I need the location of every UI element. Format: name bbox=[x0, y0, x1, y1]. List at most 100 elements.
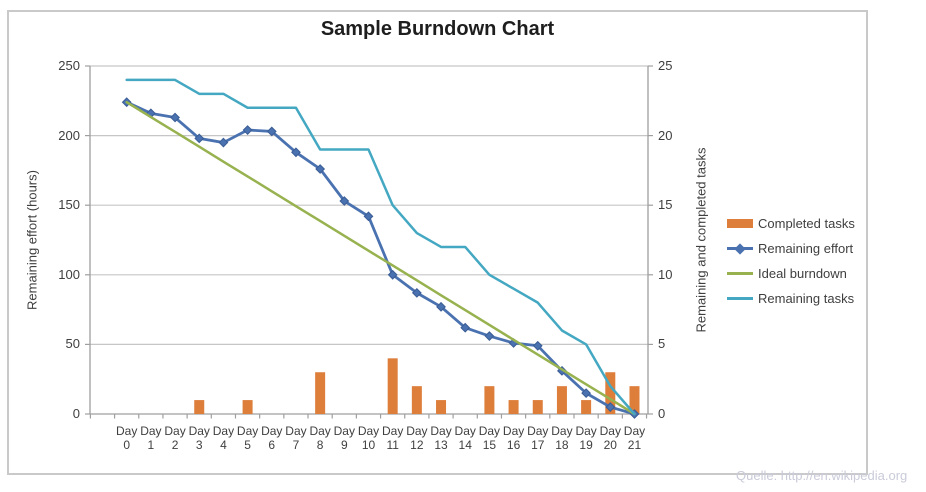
x-category-label: Day 16 bbox=[503, 424, 524, 452]
x-category-label: Day 2 bbox=[164, 424, 185, 452]
y-left-tick-label: 250 bbox=[58, 58, 80, 73]
x-category-label-line: Day bbox=[309, 424, 331, 438]
x-category-label-line: Day bbox=[454, 424, 476, 438]
x-category-label-line: 16 bbox=[506, 438, 521, 452]
legend-line-swatch-icon bbox=[727, 242, 753, 255]
x-category-label-line: Day bbox=[140, 424, 162, 438]
y-left-tick-label: 100 bbox=[58, 266, 80, 282]
x-category-label-line: 9 bbox=[340, 438, 348, 452]
x-category-label-line: 15 bbox=[482, 438, 497, 452]
legend-line-swatch-icon bbox=[727, 267, 753, 280]
x-category-label: Day 18 bbox=[551, 424, 572, 452]
x-category-label: Day 15 bbox=[479, 424, 500, 452]
legend-line-swatch-icon bbox=[727, 292, 753, 305]
x-category-label-line: Day bbox=[502, 424, 525, 438]
x-category-label-line: 7 bbox=[292, 438, 300, 452]
marker-diamond bbox=[218, 137, 229, 148]
x-category-label: Day 4 bbox=[213, 424, 234, 452]
marker-diamond bbox=[387, 269, 398, 280]
legend-line-icon bbox=[727, 297, 753, 300]
legend-label-remaining-effort: Remaining effort bbox=[758, 241, 854, 256]
x-category-label: Day 9 bbox=[334, 424, 355, 452]
bar-completed-tasks bbox=[194, 400, 205, 414]
y-right-tick-label: 25 bbox=[658, 58, 673, 73]
x-category-label: Day 10 bbox=[358, 424, 379, 452]
marker-diamond bbox=[266, 126, 277, 137]
bar-completed-tasks bbox=[581, 400, 592, 414]
legend-item-completed-tasks: Completed tasks bbox=[727, 211, 855, 236]
bar-completed-tasks bbox=[484, 386, 495, 414]
x-category-label: Day 1 bbox=[140, 424, 161, 452]
x-category-label-line: Day bbox=[575, 424, 597, 438]
x-category-label-line: 4 bbox=[220, 438, 227, 452]
x-category-label-line: Day bbox=[357, 424, 380, 438]
x-category-label-line: 18 bbox=[555, 438, 569, 452]
x-category-label: Day 6 bbox=[261, 424, 282, 452]
x-category-label-line: 5 bbox=[244, 438, 251, 452]
x-category-label-line: Day bbox=[212, 424, 235, 438]
x-category-label-line: 0 bbox=[123, 438, 131, 452]
line-remaining-effort bbox=[125, 100, 636, 416]
x-category-label-line: 1 bbox=[147, 438, 155, 452]
marker-diamond bbox=[291, 147, 301, 158]
x-category-label: Day 12 bbox=[406, 424, 427, 452]
x-category-label-line: 6 bbox=[268, 438, 276, 452]
marker-diamond bbox=[484, 331, 495, 341]
x-category-label-line: Day bbox=[406, 424, 428, 438]
y-right-tick-label: 15 bbox=[658, 197, 673, 213]
legend-item-remaining-effort: Remaining effort bbox=[727, 236, 855, 261]
x-category-label-line: Day bbox=[116, 424, 138, 438]
bar-completed-tasks bbox=[605, 372, 616, 414]
marker-diamond bbox=[605, 402, 616, 412]
y-left-tick-label: 0 bbox=[72, 406, 80, 421]
bar-completed-tasks bbox=[242, 400, 253, 414]
x-category-label: Day 13 bbox=[430, 424, 451, 452]
x-category-label-line: 12 bbox=[410, 438, 424, 452]
legend-item-ideal-burndown: Ideal burndown bbox=[727, 261, 855, 286]
x-category-label: Day 21 bbox=[624, 424, 645, 452]
x-category-label-line: Day bbox=[430, 424, 452, 438]
marker-diamond bbox=[170, 112, 180, 123]
x-category-label-line: Day bbox=[382, 424, 404, 438]
legend-label-completed-tasks: Completed tasks bbox=[758, 216, 855, 231]
y-right-tick-label: 20 bbox=[658, 127, 673, 143]
marker-diamond bbox=[436, 301, 446, 312]
line-ideal-burndown bbox=[125, 100, 636, 416]
x-category-label-line: Day bbox=[551, 424, 573, 438]
marker-diamond bbox=[194, 133, 205, 144]
marker-diamond bbox=[581, 388, 592, 399]
x-category-label-line: 17 bbox=[531, 438, 545, 452]
y-left-tick-label: 50 bbox=[65, 336, 80, 352]
legend-bar-swatch-icon bbox=[727, 219, 753, 228]
chart-title: Sample Burndown Chart bbox=[320, 18, 555, 40]
x-category-label: Day 8 bbox=[309, 424, 330, 452]
x-category-label-line: 8 bbox=[316, 438, 324, 452]
x-category-label-line: 20 bbox=[603, 438, 617, 452]
marker-diamond bbox=[532, 340, 543, 351]
x-category-label: Day 20 bbox=[600, 424, 621, 452]
x-category-label-line: 13 bbox=[434, 438, 448, 452]
bar-completed-tasks bbox=[629, 386, 640, 414]
legend-line-icon bbox=[727, 272, 753, 275]
legend: Completed tasks Remaining effort Ideal bur… bbox=[727, 211, 855, 311]
marker-diamond bbox=[242, 125, 253, 135]
x-category-label-line: 21 bbox=[627, 438, 642, 452]
bar-completed-tasks bbox=[315, 372, 326, 414]
x-category-label-line: Day bbox=[333, 424, 355, 438]
x-category-label-line: Day bbox=[188, 424, 210, 438]
marker-diamond bbox=[363, 211, 374, 222]
x-category-label-line: Day bbox=[164, 424, 186, 438]
y-right-tick-label: 5 bbox=[658, 336, 666, 352]
x-category-label-line: Day bbox=[285, 424, 307, 438]
bar-completed-tasks bbox=[556, 386, 567, 414]
y-right-axis-title: Remaining and completed tasks bbox=[693, 147, 709, 333]
y-right-tick-label: 10 bbox=[658, 266, 673, 282]
y-right-tick-label: 0 bbox=[658, 406, 666, 421]
marker-diamond bbox=[339, 196, 350, 206]
marker-diamond bbox=[460, 322, 471, 333]
x-category-label-line: 3 bbox=[195, 438, 203, 452]
x-category-label-line: Day bbox=[599, 424, 621, 438]
bar-completed-tasks bbox=[411, 386, 422, 414]
